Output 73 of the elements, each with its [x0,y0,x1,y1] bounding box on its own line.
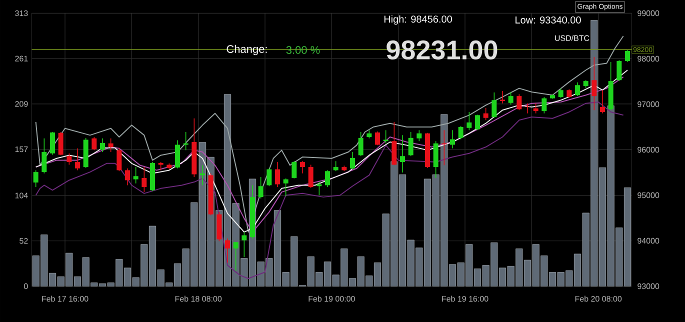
y-tick-label: 104 [15,192,28,198]
candlestick [616,60,622,82]
candlestick [500,90,506,104]
y-tick-label: 313 [15,10,28,16]
candlestick [600,90,605,114]
candlestick [508,92,514,106]
candlestick [358,132,364,157]
candlestick [58,132,64,156]
x-tick-label: Feb 17 16:00 [42,296,88,302]
candlestick [333,160,338,172]
candlestick [125,168,130,186]
candlestick [416,130,422,142]
y2-tick-label: 93000 [638,283,660,290]
candlestick [558,88,564,98]
x-tick-label: Feb 19 00:00 [308,296,355,302]
candlestick [225,238,230,263]
candlestick [483,107,488,121]
y2-tick-label: 94000 [638,238,660,244]
candlestick [533,102,538,114]
candlestick [92,136,97,151]
candlestick [442,130,447,166]
candlestick [266,168,272,187]
candlestick [242,232,247,258]
candlestick [592,56,597,111]
candlestick [408,132,414,157]
y-tick-label: 157 [15,146,28,152]
candlestick [516,94,522,111]
candlestick [525,102,530,114]
candlestick [133,166,138,184]
candlestick [275,162,280,188]
candlestick [350,152,355,170]
candlestick [100,138,106,152]
candlestick [325,170,330,188]
y-tick-label: 52 [20,238,28,244]
x-tick-label: Feb 18 08:00 [175,296,222,302]
candlestick [400,134,405,173]
candlestick [42,138,47,174]
candlestick [50,132,55,156]
candlestick [450,130,455,149]
candlestick [75,148,80,171]
candlestick [466,112,472,131]
y2-tick-label: 97000 [638,101,660,108]
candlestick [375,131,380,146]
y2-tick-label: 96000 [638,146,660,153]
candlestick [542,96,547,114]
candlestick [116,148,122,172]
y2-tick-label: 99000 [638,10,660,16]
y-tick-label: 209 [15,101,28,107]
candlestick [292,160,297,179]
candlestick [175,140,180,169]
candlestick [283,178,288,197]
candlestick [33,170,38,188]
annotation: USD/BTC [555,35,590,41]
candlestick [575,82,580,96]
candlestick [108,138,114,152]
candlestick [383,130,388,144]
candlestick [308,164,314,188]
y-tick-label: 0 [24,283,28,290]
candlestick [300,160,306,174]
y-tick-label: 261 [15,56,28,62]
candlestick [66,152,72,166]
candlestick [458,126,464,140]
annotation: Low: 93340.00 [516,16,581,24]
x-tick-label: Feb 19 16:00 [442,296,488,302]
candlestick [142,166,147,192]
x-tick-label: Feb 20 08:00 [575,296,622,302]
annotation: High: 98456.00 [384,15,452,25]
candlestick [258,176,264,199]
candlestick [475,114,480,131]
y2-tick-label: 98000 [638,56,660,62]
candlestick [625,50,630,62]
candlestick [492,92,497,118]
y2-tick-label: 95000 [638,192,660,198]
